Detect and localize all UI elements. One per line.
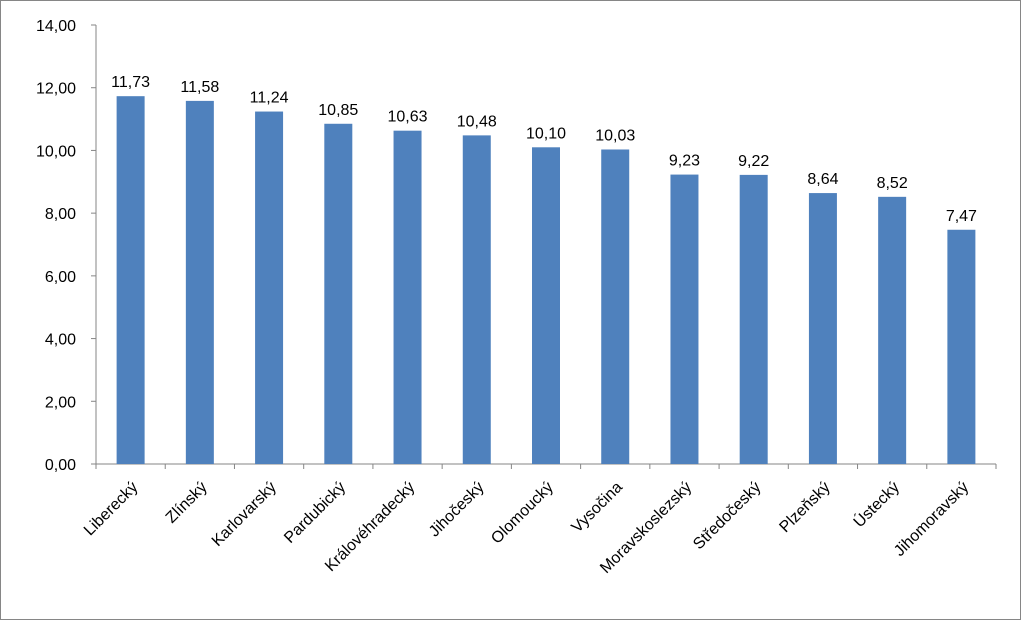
bar <box>670 174 699 464</box>
category-label: Karlovarský <box>209 479 280 550</box>
bar <box>601 149 630 464</box>
data-label: 10,85 <box>318 102 358 119</box>
category-label: Plzeňský <box>776 479 833 536</box>
category-label: Liberecký <box>81 479 141 539</box>
bar <box>324 123 353 465</box>
data-label: 10,10 <box>526 125 566 142</box>
category-label: Pardubický <box>281 479 349 547</box>
y-tick-label: 0,00 <box>45 457 76 474</box>
data-label: 10,48 <box>457 113 497 130</box>
y-tick-label: 10,00 <box>36 143 76 160</box>
bar <box>393 130 422 464</box>
category-label: Jihomoravský <box>891 479 972 560</box>
data-label: 9,23 <box>669 153 700 170</box>
data-label: 8,52 <box>877 175 908 192</box>
y-axis-ticks: 0,00 2,00 4,00 6,00 8,00 10,00 12,00 14,00 <box>36 18 96 474</box>
data-label: 11,24 <box>250 90 289 107</box>
y-tick-label: 2,00 <box>45 394 76 411</box>
y-tick-label: 4,00 <box>45 332 76 349</box>
category-label: Jihočeský <box>426 479 488 541</box>
bars <box>116 96 976 465</box>
data-label: 11,58 <box>180 79 219 96</box>
data-label: 10,03 <box>595 127 635 144</box>
bar <box>878 196 907 464</box>
bar <box>808 193 837 464</box>
bar <box>532 147 560 465</box>
bar <box>739 174 768 464</box>
bar <box>462 135 491 464</box>
y-tick-label: 12,00 <box>36 81 76 98</box>
bar <box>255 111 284 464</box>
data-labels: 11,73 11,58 11,24 10,85 10,63 10,48 10,10 10,03… <box>111 74 977 225</box>
category-label: Zlínský <box>163 479 211 527</box>
data-label: 10,63 <box>388 109 428 126</box>
data-label: 11,73 <box>111 74 150 91</box>
category-label: Středočeský <box>690 479 764 553</box>
category-label: Ústecký <box>849 477 903 531</box>
y-tick-label: 6,00 <box>45 269 76 286</box>
data-label: 9,22 <box>738 153 769 170</box>
bar <box>185 100 214 465</box>
bar <box>947 229 976 464</box>
y-tick-label: 8,00 <box>45 206 76 223</box>
x-axis-ticks <box>95 464 997 469</box>
data-label: 7,47 <box>946 208 977 225</box>
data-label: 8,64 <box>807 171 838 188</box>
category-label: Vysočina <box>569 479 627 537</box>
category-label: Olomoucký <box>488 479 557 548</box>
bar <box>116 96 145 464</box>
y-tick-label: 14,00 <box>36 18 76 35</box>
